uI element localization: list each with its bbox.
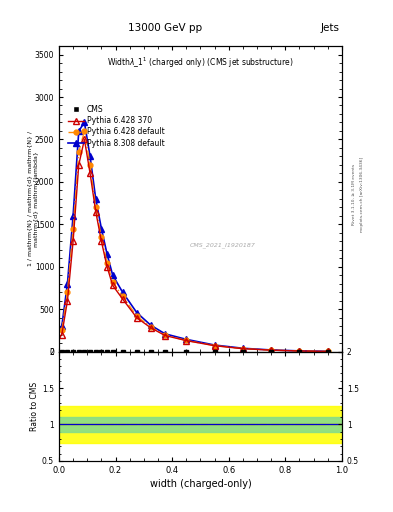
Text: Rivet 3.1.10, ≥ 3.1M events: Rivet 3.1.10, ≥ 3.1M events bbox=[352, 164, 356, 225]
Text: 13000 GeV pp: 13000 GeV pp bbox=[128, 23, 202, 33]
X-axis label: width (charged-only): width (charged-only) bbox=[150, 479, 251, 489]
Text: CMS_2021_I1920187: CMS_2021_I1920187 bbox=[190, 242, 256, 248]
Y-axis label: 1 / mathrm{N} / mathrm{d} mathrm{N} /
mathrm{d} mathrm{lambda}: 1 / mathrm{N} / mathrm{d} mathrm{N} / ma… bbox=[28, 131, 39, 266]
Y-axis label: Ratio to CMS: Ratio to CMS bbox=[30, 381, 39, 431]
Text: Jets: Jets bbox=[321, 23, 340, 33]
Text: Width$\lambda$_1$^1$ (charged only) (CMS jet substructure): Width$\lambda$_1$^1$ (charged only) (CMS… bbox=[107, 55, 294, 70]
Text: mcplots.cern.ch [arXiv:1306.3436]: mcplots.cern.ch [arXiv:1306.3436] bbox=[360, 157, 364, 232]
Legend: CMS, Pythia 6.428 370, Pythia 6.428 default, Pythia 8.308 default: CMS, Pythia 6.428 370, Pythia 6.428 defa… bbox=[68, 105, 165, 148]
